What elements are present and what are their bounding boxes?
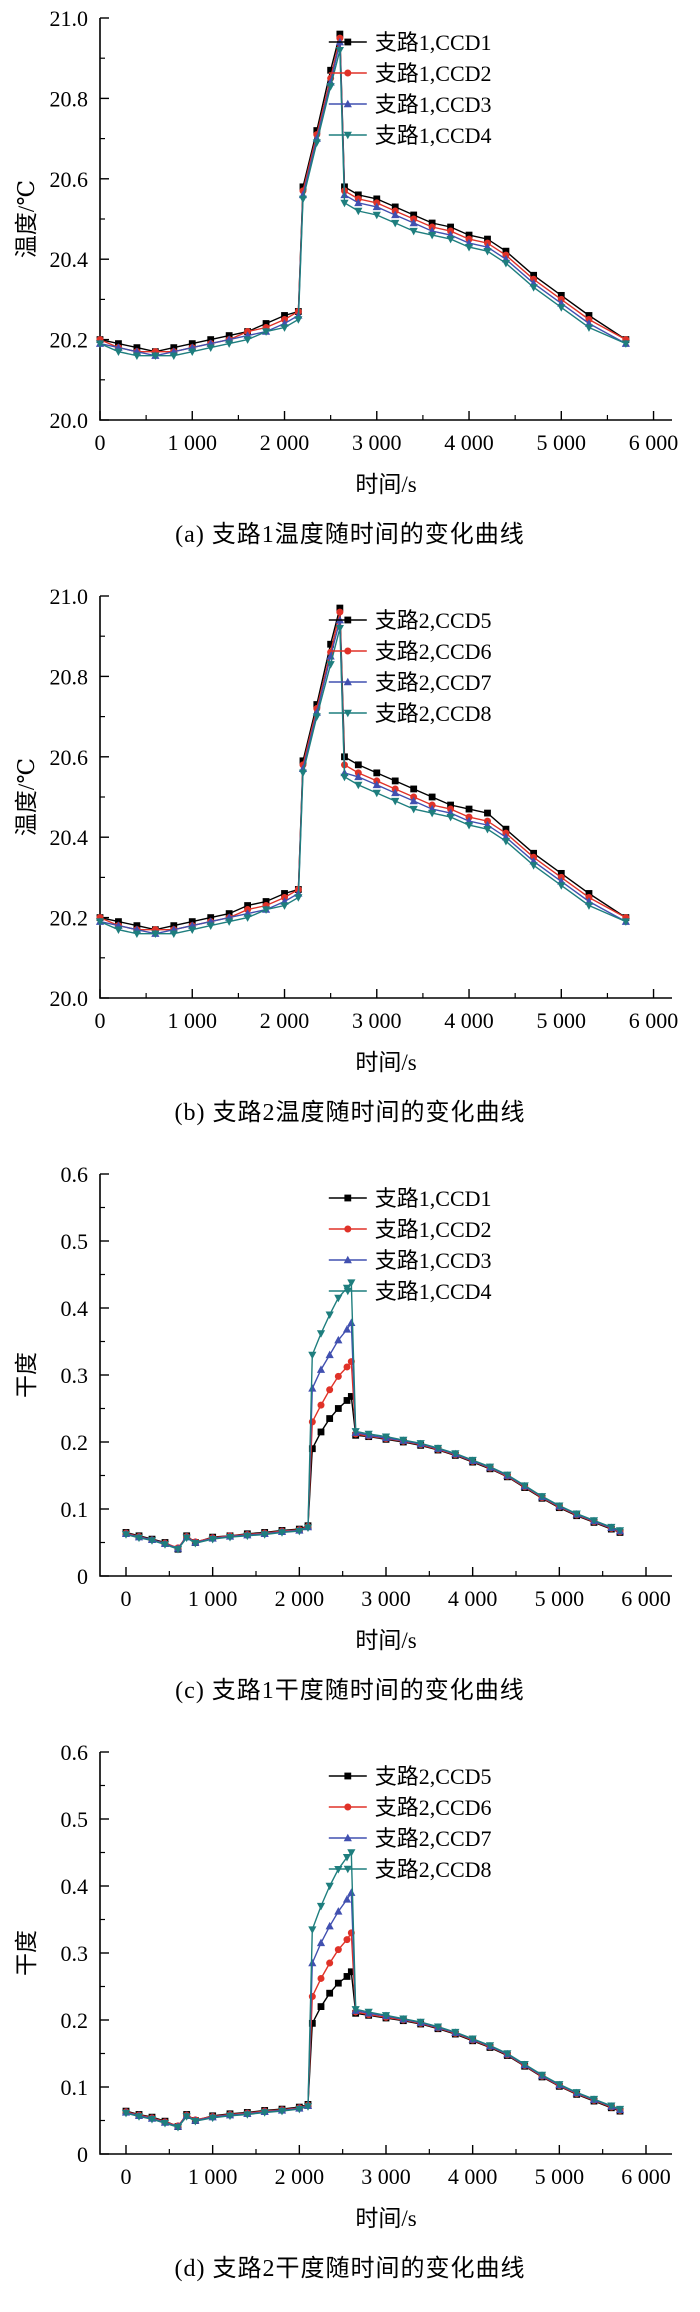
svg-text:干度: 干度 — [14, 1930, 39, 1976]
svg-text:5 000: 5 000 — [535, 2164, 585, 2189]
svg-text:0.1: 0.1 — [61, 1497, 89, 1522]
chart-d-caption: (d) 支路2干度随时间的变化曲线 — [174, 2256, 526, 2282]
svg-text:0: 0 — [77, 1564, 88, 1589]
svg-text:支路2,CCD8: 支路2,CCD8 — [375, 701, 492, 726]
svg-text:时间/s: 时间/s — [355, 1050, 416, 1075]
svg-text:0.2: 0.2 — [61, 2008, 89, 2033]
svg-text:20.4: 20.4 — [50, 825, 89, 850]
svg-text:20.8: 20.8 — [50, 664, 89, 689]
svg-text:0.2: 0.2 — [61, 1430, 89, 1455]
svg-text:0: 0 — [95, 430, 106, 455]
chart-panel-d: 0 1 000 2 000 3 000 4 000 5 000 6 000 0 0.1 0.2 0.… — [0, 1734, 700, 2312]
svg-text:3 000: 3 000 — [352, 430, 402, 455]
svg-text:0.4: 0.4 — [61, 1874, 89, 1899]
svg-text:20.6: 20.6 — [50, 167, 89, 192]
svg-text:支路1,CCD3: 支路1,CCD3 — [375, 1248, 492, 1273]
svg-text:0.6: 0.6 — [61, 1740, 89, 1765]
svg-text:0.6: 0.6 — [61, 1162, 89, 1187]
chart-b-plot: 0 1 000 2 000 3 000 4 000 5 000 6 000 20.0 20.2 2… — [0, 578, 700, 1090]
svg-text:时间/s: 时间/s — [355, 2206, 416, 2231]
svg-text:1 000: 1 000 — [188, 1586, 238, 1611]
svg-text:支路1,CCD2: 支路1,CCD2 — [375, 1217, 492, 1242]
chart-c-caption: (c) 支路1干度随时间的变化曲线 — [175, 1678, 525, 1704]
svg-text:4 000: 4 000 — [444, 1008, 494, 1033]
svg-text:干度: 干度 — [14, 1352, 39, 1398]
svg-text:0: 0 — [95, 1008, 106, 1033]
svg-text:6 000: 6 000 — [621, 2164, 671, 2189]
svg-text:温度/℃: 温度/℃ — [14, 180, 39, 258]
svg-text:1 000: 1 000 — [168, 430, 218, 455]
svg-text:支路2,CCD6: 支路2,CCD6 — [375, 639, 492, 664]
svg-text:20.0: 20.0 — [50, 986, 89, 1011]
svg-text:支路2,CCD5: 支路2,CCD5 — [375, 608, 492, 633]
svg-text:5 000: 5 000 — [535, 1586, 585, 1611]
svg-text:支路2,CCD6: 支路2,CCD6 — [375, 1795, 492, 1820]
svg-text:0: 0 — [121, 1586, 132, 1611]
svg-text:20.2: 20.2 — [50, 906, 89, 931]
svg-text:支路1,CCD1: 支路1,CCD1 — [375, 30, 492, 55]
chart-d-plot: 0 1 000 2 000 3 000 4 000 5 000 6 000 0 0.1 0.2 0.… — [0, 1734, 700, 2246]
svg-text:支路1,CCD2: 支路1,CCD2 — [375, 61, 492, 86]
svg-text:20.4: 20.4 — [50, 247, 89, 272]
svg-text:5 000: 5 000 — [537, 1008, 587, 1033]
svg-text:温度/℃: 温度/℃ — [14, 758, 39, 836]
svg-text:3 000: 3 000 — [361, 2164, 411, 2189]
svg-text:3 000: 3 000 — [352, 1008, 402, 1033]
svg-text:4 000: 4 000 — [444, 430, 494, 455]
svg-text:4 000: 4 000 — [448, 2164, 498, 2189]
svg-text:6 000: 6 000 — [629, 1008, 679, 1033]
svg-text:0.3: 0.3 — [61, 1941, 89, 1966]
svg-text:2 000: 2 000 — [260, 430, 310, 455]
svg-text:4 000: 4 000 — [448, 1586, 498, 1611]
svg-text:支路2,CCD7: 支路2,CCD7 — [375, 1826, 492, 1851]
svg-text:20.0: 20.0 — [50, 408, 89, 433]
svg-text:支路1,CCD3: 支路1,CCD3 — [375, 92, 492, 117]
chart-panel-b: 0 1 000 2 000 3 000 4 000 5 000 6 000 20.0 20.2 2… — [0, 578, 700, 1156]
svg-text:21.0: 21.0 — [50, 584, 89, 609]
svg-text:支路2,CCD8: 支路2,CCD8 — [375, 1857, 492, 1882]
svg-text:1 000: 1 000 — [168, 1008, 218, 1033]
svg-text:2 000: 2 000 — [275, 1586, 325, 1611]
svg-text:支路2,CCD5: 支路2,CCD5 — [375, 1764, 492, 1789]
chart-a-plot: 0 1 000 2 000 3 000 4 000 5 000 6 000 20.0 20.2 2… — [0, 0, 700, 512]
svg-text:3 000: 3 000 — [361, 1586, 411, 1611]
svg-text:时间/s: 时间/s — [355, 1628, 416, 1653]
svg-text:20.6: 20.6 — [50, 745, 89, 770]
chart-b-caption: (b) 支路2温度随时间的变化曲线 — [174, 1100, 526, 1126]
chart-c-plot: 0 1 000 2 000 3 000 4 000 5 000 6 000 0 0.1 0.2 0.… — [0, 1156, 700, 1668]
svg-text:6 000: 6 000 — [629, 430, 679, 455]
chart-a-caption: (a) 支路1温度随时间的变化曲线 — [175, 522, 525, 548]
svg-text:0.1: 0.1 — [61, 2075, 89, 2100]
chart-panel-c: 0 1 000 2 000 3 000 4 000 5 000 6 000 0 0.1 0.2 0.… — [0, 1156, 700, 1734]
svg-text:5 000: 5 000 — [537, 430, 587, 455]
svg-text:2 000: 2 000 — [260, 1008, 310, 1033]
svg-text:0.4: 0.4 — [61, 1296, 89, 1321]
svg-text:1 000: 1 000 — [188, 2164, 238, 2189]
svg-text:20.2: 20.2 — [50, 328, 89, 353]
chart-panel-a: 0 1 000 2 000 3 000 4 000 5 000 6 000 20.0 20.2 2… — [0, 0, 700, 578]
svg-text:支路1,CCD4: 支路1,CCD4 — [375, 1279, 492, 1304]
svg-text:0.5: 0.5 — [61, 1807, 89, 1832]
svg-text:0.3: 0.3 — [61, 1363, 89, 1388]
svg-text:2 000: 2 000 — [275, 2164, 325, 2189]
svg-text:6 000: 6 000 — [621, 1586, 671, 1611]
svg-text:0.5: 0.5 — [61, 1229, 89, 1254]
svg-text:支路2,CCD7: 支路2,CCD7 — [375, 670, 492, 695]
svg-text:0: 0 — [77, 2142, 88, 2167]
svg-text:21.0: 21.0 — [50, 6, 89, 31]
svg-text:时间/s: 时间/s — [355, 472, 416, 497]
svg-text:支路1,CCD1: 支路1,CCD1 — [375, 1186, 492, 1211]
svg-text:0: 0 — [121, 2164, 132, 2189]
svg-text:支路1,CCD4: 支路1,CCD4 — [375, 123, 492, 148]
svg-text:20.8: 20.8 — [50, 86, 89, 111]
